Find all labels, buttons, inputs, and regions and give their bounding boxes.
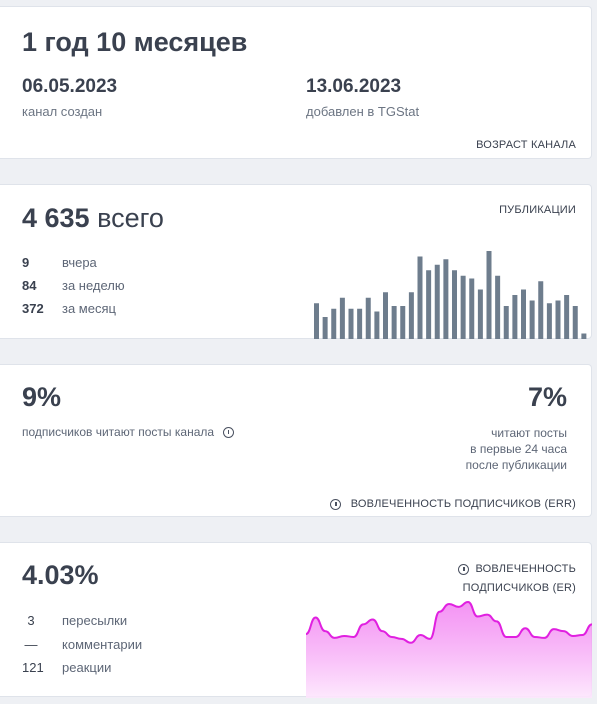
publications-bar <box>383 292 388 339</box>
er-title-text: ВОВЛЕЧЕННОСТЬ <box>475 563 576 575</box>
er-title-line: ПОДПИСЧИКОВ (ER) <box>462 582 576 594</box>
publications-bar <box>391 306 397 339</box>
er-area-fill <box>306 602 592 698</box>
publications-bar <box>339 297 345 339</box>
info-icon[interactable] <box>458 563 470 575</box>
er-card: 4.03% ВОВЛЕЧЕННОСТЬ ПОДПИСЧИКОВ (ER) 3 п… <box>0 542 592 698</box>
er-area-chart <box>306 600 592 698</box>
publications-bar <box>408 292 414 339</box>
stat-label: за неделю <box>62 278 125 293</box>
publications-bar <box>495 275 501 339</box>
stat-value: 121 <box>22 660 44 675</box>
stat-value: 9 <box>22 255 30 270</box>
created-label: канал создан <box>22 104 103 119</box>
stat-label: вчера <box>62 255 97 270</box>
er-title-line: ВОВЛЕЧЕННОСТЬ <box>458 560 576 579</box>
publications-bar <box>572 306 578 339</box>
publications-bar <box>521 289 526 339</box>
stat-value: 3 <box>27 613 35 628</box>
publications-bar <box>365 297 371 339</box>
err-title: ВОВЛЕЧЕННОСТЬ ПОДПИСЧИКОВ (ERR) <box>330 498 576 510</box>
channel-age-title: ВОЗРАСТ КАНАЛА <box>476 139 576 151</box>
er-value: 4.03% <box>22 560 99 590</box>
publications-bar <box>374 311 380 339</box>
err-left-label-wrap: подписчиков читают посты канала <box>22 425 240 439</box>
stat-label: комментарии <box>62 637 143 652</box>
publications-bar <box>322 317 328 339</box>
publications-bar <box>512 295 518 339</box>
err-right-label-line: в первые 24 часа <box>470 442 567 456</box>
stat-label: реакции <box>62 660 112 675</box>
publications-bar-chart <box>314 251 587 339</box>
publications-bar <box>417 256 423 339</box>
publications-bar <box>477 289 483 339</box>
er-title: ВОВЛЕЧЕННОСТЬ ПОДПИСЧИКОВ (ER) <box>458 560 576 598</box>
channel-age-value: 1 год 10 месяцев <box>22 27 248 57</box>
err-left-label: подписчиков читают посты канала <box>22 425 215 439</box>
publications-bar <box>469 278 475 339</box>
publications-bar <box>486 251 492 339</box>
publications-bar <box>434 264 440 339</box>
info-icon[interactable] <box>330 498 342 510</box>
info-icon[interactable] <box>223 427 235 439</box>
err-card: 9% подписчиков читают посты канала 7% чи… <box>0 364 592 517</box>
publications-bar <box>460 275 466 339</box>
added-date: 13.06.2023 <box>306 76 402 97</box>
publications-bar <box>529 300 535 339</box>
err-right-label: читают посты в первые 24 часа после публ… <box>466 425 567 473</box>
publications-bar <box>443 259 449 339</box>
err-right-label-line: читают посты <box>491 426 567 440</box>
publications-bar <box>331 308 337 339</box>
stat-value: 372 <box>22 301 44 316</box>
publications-bar <box>503 306 509 339</box>
publications-bar <box>400 306 406 339</box>
publications-bar <box>452 270 457 339</box>
publications-card: 4 635 всего ПУБЛИКАЦИИ 9 вчера 84 за нед… <box>0 184 592 339</box>
publications-bar <box>546 303 552 339</box>
publications-bar <box>357 308 363 339</box>
publications-title: ПУБЛИКАЦИИ <box>499 204 576 216</box>
channel-age-card: 1 год 10 месяцев 06.05.2023 канал создан… <box>0 6 592 159</box>
stat-value: 84 <box>22 278 37 293</box>
publications-bar <box>564 295 570 339</box>
publications-bar <box>581 333 587 339</box>
publications-bar <box>348 308 354 339</box>
err-left-value: 9% <box>22 382 62 412</box>
publications-bar <box>426 270 432 339</box>
publications-total-suffix: всего <box>97 203 164 233</box>
publications-total: 4 635 всего <box>22 203 164 234</box>
err-title-text: ВОВЛЕЧЕННОСТЬ ПОДПИСЧИКОВ (ERR) <box>350 498 576 510</box>
err-right-value: 7% <box>527 382 567 412</box>
stat-label: пересылки <box>62 613 128 628</box>
publications-bar <box>314 303 319 339</box>
er-series-line <box>306 600 592 644</box>
err-right-label-line: после публикации <box>465 458 567 472</box>
added-label: добавлен в TGStat <box>306 104 420 119</box>
publications-bar <box>538 281 544 339</box>
stat-label: за месяц <box>62 301 116 316</box>
stat-value: — <box>24 637 38 652</box>
publications-bar <box>555 300 561 339</box>
created-date: 06.05.2023 <box>22 76 118 97</box>
publications-total-value: 4 635 <box>22 203 90 233</box>
